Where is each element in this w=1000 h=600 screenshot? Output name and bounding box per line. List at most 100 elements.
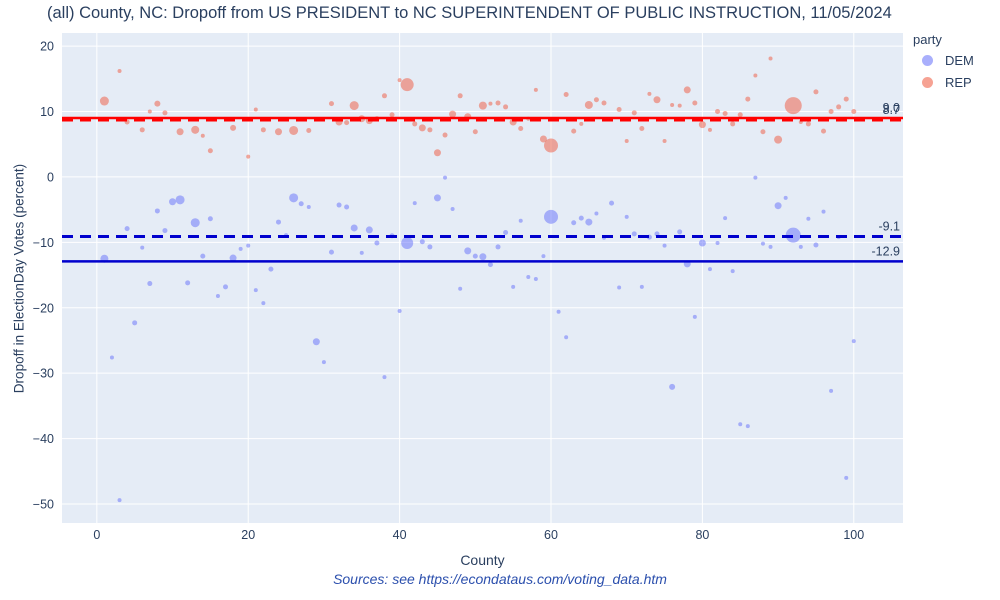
data-point-rep[interactable] [653,96,661,104]
data-point-dem[interactable] [109,355,114,360]
data-point-dem[interactable] [350,224,358,232]
data-point-rep[interactable] [662,138,667,143]
data-point-dem[interactable] [117,498,122,503]
data-point-dem[interactable] [821,209,826,214]
data-point-rep[interactable] [147,109,152,114]
data-point-dem[interactable] [298,201,304,207]
data-point-rep[interactable] [753,73,758,78]
data-point-rep[interactable] [692,100,698,106]
data-point-rep[interactable] [836,104,842,110]
data-point-dem[interactable] [472,253,478,259]
data-point-dem[interactable] [533,276,538,281]
data-point-dem[interactable] [738,422,743,427]
data-point-dem[interactable] [518,218,523,223]
data-point-dem[interactable] [397,309,402,314]
data-point-dem[interactable] [162,228,168,234]
data-point-rep[interactable] [584,100,593,109]
data-point-rep[interactable] [289,125,299,135]
data-point-rep[interactable] [670,102,675,107]
data-point-rep[interactable] [707,127,712,132]
data-point-dem[interactable] [692,314,697,319]
data-point-rep[interactable] [306,127,312,133]
data-point-rep[interactable] [647,91,652,96]
data-point-rep[interactable] [139,127,145,133]
data-point-dem[interactable] [154,208,160,214]
data-point-dem[interactable] [223,284,229,290]
data-point-dem[interactable] [541,254,546,259]
data-point-rep[interactable] [616,107,622,113]
data-point-rep[interactable] [518,126,524,132]
data-point-dem[interactable] [639,284,644,289]
data-point-rep[interactable] [274,128,282,136]
data-point-dem[interactable] [200,253,206,259]
data-point-rep[interactable] [601,100,607,106]
data-point-rep[interactable] [191,125,200,134]
data-point-dem[interactable] [185,280,191,286]
data-point-dem[interactable] [359,250,364,255]
data-point-rep[interactable] [503,104,509,110]
data-point-rep[interactable] [253,107,258,112]
data-point-dem[interactable] [669,383,676,390]
data-point-rep[interactable] [349,101,359,111]
data-point-dem[interactable] [427,244,433,250]
data-point-rep[interactable] [843,96,849,102]
data-point-dem[interactable] [169,198,177,206]
legend-item-dem[interactable]: DEM [913,53,998,68]
data-point-dem[interactable] [617,285,622,290]
data-point-rep[interactable] [760,129,766,135]
data-point-rep[interactable] [478,101,487,110]
data-point-dem[interactable] [829,388,834,393]
data-point-rep[interactable] [715,109,721,115]
data-point-rep[interactable] [442,132,448,138]
data-point-dem[interactable] [851,339,856,344]
data-point-dem[interactable] [631,231,637,237]
data-point-rep[interactable] [683,86,691,94]
data-point-dem[interactable] [677,229,683,235]
data-point-dem[interactable] [190,218,200,228]
data-point-dem[interactable] [419,239,425,245]
data-point-rep[interactable] [730,121,736,127]
data-point-dem[interactable] [312,338,320,346]
data-point-dem[interactable] [783,195,788,200]
data-point-rep[interactable] [117,68,122,73]
data-point-dem[interactable] [275,219,281,225]
data-point-dem[interactable] [321,360,326,365]
data-point-rep[interactable] [418,124,426,132]
data-point-dem[interactable] [609,200,615,206]
data-point-dem[interactable] [147,281,153,287]
data-point-dem[interactable] [450,206,455,211]
data-point-dem[interactable] [624,214,629,219]
data-point-dem[interactable] [698,239,706,247]
data-point-dem[interactable] [526,275,531,280]
data-point-rep[interactable] [698,121,706,129]
data-point-dem[interactable] [730,269,735,274]
data-point-dem[interactable] [768,244,773,249]
data-point-dem[interactable] [487,262,493,268]
data-point-dem[interactable] [479,253,487,261]
data-point-rep[interactable] [412,121,418,127]
data-point-rep[interactable] [851,109,857,115]
data-point-dem[interactable] [495,244,501,250]
data-point-dem[interactable] [774,202,782,210]
data-point-rep[interactable] [344,120,350,126]
data-point-rep[interactable] [722,110,728,116]
data-point-dem[interactable] [707,267,712,272]
data-point-rep[interactable] [200,133,205,138]
data-point-dem[interactable] [229,254,237,262]
data-point-dem[interactable] [806,216,811,221]
data-point-dem[interactable] [571,220,577,226]
data-point-dem[interactable] [511,284,516,289]
data-point-dem[interactable] [464,247,472,255]
data-point-rep[interactable] [639,126,645,132]
data-point-rep[interactable] [162,110,168,116]
data-point-rep[interactable] [449,110,457,118]
data-point-dem[interactable] [336,202,342,208]
data-point-dem[interactable] [268,266,274,272]
data-point-dem[interactable] [433,194,441,202]
data-point-dem[interactable] [132,320,138,326]
data-point-rep[interactable] [400,78,414,92]
data-point-rep[interactable] [624,138,629,143]
data-point-rep[interactable] [533,87,538,92]
data-point-rep[interactable] [99,96,109,106]
data-point-dem[interactable] [813,242,819,248]
